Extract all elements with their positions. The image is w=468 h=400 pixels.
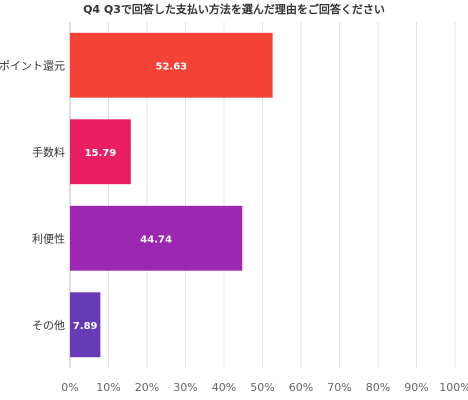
data-label: 7.89 xyxy=(73,321,98,332)
x-tick-label: 20% xyxy=(135,381,159,394)
data-label: 15.79 xyxy=(85,148,117,159)
x-tick-label: 90% xyxy=(404,381,428,394)
bar xyxy=(70,292,101,358)
x-tick-label: 40% xyxy=(212,381,236,394)
bars: 52.63 15.79 44.74 7.89 xyxy=(70,32,273,358)
x-tick-label: 100% xyxy=(439,381,468,394)
x-tick-label: 80% xyxy=(366,381,390,394)
chart-title: Q4 Q3で回答した支払い方法を選んだ理由をご回答ください xyxy=(83,2,385,16)
bar xyxy=(70,32,273,98)
category-label: 利便性 xyxy=(32,231,65,245)
category-label: 手数料 xyxy=(32,145,65,159)
x-tick-label: 70% xyxy=(327,381,351,394)
category-label: その他 xyxy=(32,319,65,332)
x-tick-label: 10% xyxy=(96,381,120,394)
category-label: ポイント還元 xyxy=(0,59,65,72)
x-tick-label: 30% xyxy=(173,381,197,394)
x-tick-label: 60% xyxy=(289,381,313,394)
bar xyxy=(70,119,131,185)
data-label: 52.63 xyxy=(155,61,187,72)
x-tick-label: 50% xyxy=(250,381,274,394)
bar xyxy=(70,205,243,271)
x-tick-labels: 0% 10% 20% 30% 40% 50% 60% 70% 80% 90% 100% xyxy=(61,381,468,394)
data-label: 44.74 xyxy=(140,234,172,245)
x-tick-label: 0% xyxy=(61,381,78,394)
